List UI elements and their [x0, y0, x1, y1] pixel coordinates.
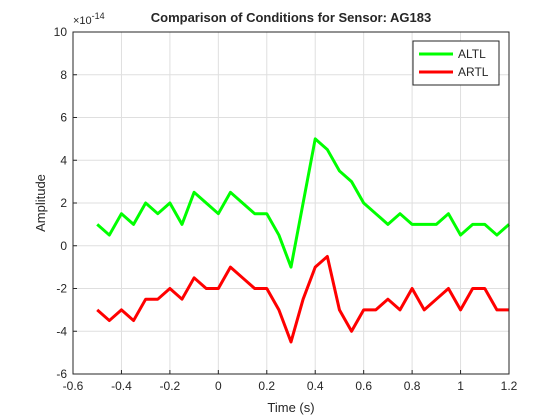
- y-tick-label: 4: [60, 153, 67, 167]
- y-tick-label: 10: [54, 25, 68, 39]
- y-tick-label: -4: [56, 324, 67, 338]
- chart-title: Comparison of Conditions for Sensor: AG1…: [151, 10, 431, 25]
- x-tick-label: 0: [215, 379, 222, 393]
- y-axis-label: Amplitude: [33, 174, 48, 232]
- x-tick-label: -0.2: [160, 379, 181, 393]
- x-tick-label: 0.8: [404, 379, 421, 393]
- y-tick-label: 0: [60, 239, 67, 253]
- y-tick-label: -2: [56, 282, 67, 296]
- y-exponent-power: -14: [92, 11, 105, 21]
- legend-box: [412, 40, 500, 86]
- x-tick-label: 1.2: [501, 379, 518, 393]
- y-tick-label: 6: [60, 111, 67, 125]
- y-tick-label: 2: [60, 196, 67, 210]
- axes-box: [72, 31, 510, 375]
- series-line: [96, 254, 509, 344]
- x-axis-label: Time (s): [267, 400, 314, 415]
- x-tick-label: 1: [457, 379, 464, 393]
- x-tick-label: -0.6: [63, 379, 84, 393]
- x-tick-label: 0.6: [355, 379, 372, 393]
- x-tick-label: -0.4: [111, 379, 132, 393]
- x-tick-label: 0.4: [307, 379, 324, 393]
- y-tick-label: 8: [60, 68, 67, 82]
- y-exponent: ×10-14: [73, 11, 105, 27]
- x-tick-label: 0.2: [258, 379, 275, 393]
- series-line: [96, 137, 510, 269]
- y-exponent-base: ×10: [73, 15, 92, 27]
- y-tick-label: -6: [56, 367, 67, 381]
- legend-label: ARTL: [458, 65, 489, 79]
- legend-label: ALTL: [458, 47, 486, 61]
